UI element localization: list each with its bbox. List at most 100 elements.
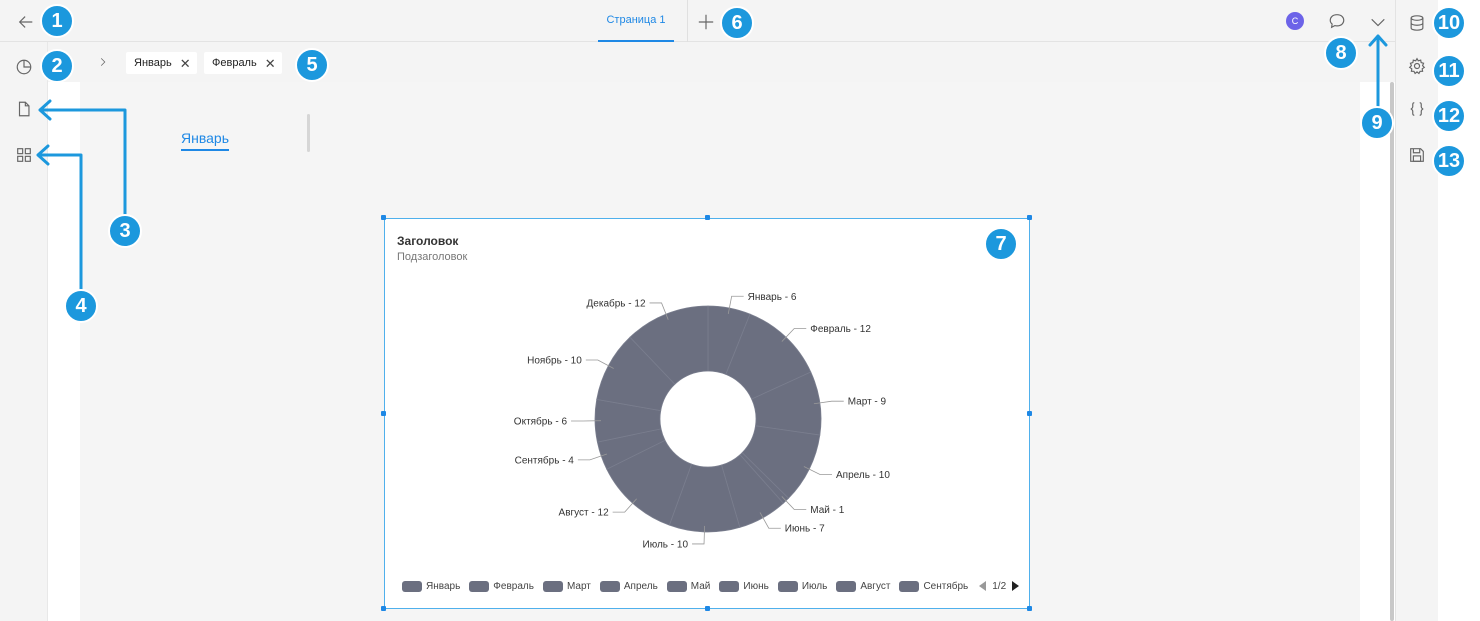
legend-item-0[interactable]: Январь bbox=[402, 580, 461, 592]
pie-data-label-1: Февраль - 12 bbox=[810, 324, 871, 335]
filter-chip-label: Февраль bbox=[212, 57, 257, 69]
pie-chart-icon[interactable] bbox=[12, 55, 36, 79]
widget-subtitle: Подзаголовок bbox=[397, 251, 468, 263]
right-sidebar bbox=[1395, 0, 1438, 621]
resize-handle-top-left[interactable] bbox=[381, 215, 386, 220]
legend-label: Июнь bbox=[743, 580, 769, 592]
annotation-badge-6: 6 bbox=[720, 6, 754, 40]
annotation-badge-2: 2 bbox=[40, 49, 74, 83]
annotation-badge-12: 12 bbox=[1432, 99, 1466, 133]
pie-leader-line-3 bbox=[803, 466, 832, 475]
pie-leader-line-10 bbox=[585, 359, 614, 369]
legend-next-icon[interactable] bbox=[1012, 581, 1020, 591]
legend-item-3[interactable]: Апрель bbox=[599, 580, 658, 592]
legend-swatch bbox=[836, 580, 857, 592]
legend-label: Июль bbox=[801, 580, 828, 592]
chart-legend: Январь Февраль Март Апрель Май Июнь Июль Август… bbox=[402, 578, 1020, 594]
annotation-badge-11: 11 bbox=[1432, 54, 1466, 88]
resize-handle-bottom-right[interactable] bbox=[1027, 606, 1032, 611]
resize-handle-right[interactable] bbox=[1027, 411, 1032, 416]
pie-data-label-3: Апрель - 10 bbox=[836, 470, 890, 481]
legend-label: Сентябрь bbox=[923, 580, 969, 592]
legend-swatch bbox=[542, 580, 563, 592]
canvas-scrollbar[interactable] bbox=[1390, 82, 1394, 621]
resize-handle-top-right[interactable] bbox=[1027, 215, 1032, 220]
pie-leader-line-5 bbox=[759, 512, 781, 529]
grid-icon[interactable] bbox=[12, 143, 36, 167]
annotation-badge-13: 13 bbox=[1432, 144, 1466, 178]
pie-leader-line-1 bbox=[781, 328, 807, 342]
pie-data-label-5: Июнь - 7 bbox=[785, 524, 825, 535]
annotation-badge-10: 10 bbox=[1432, 6, 1466, 40]
legend-label: Апрель bbox=[623, 580, 658, 592]
legend-swatch bbox=[402, 580, 422, 592]
code-braces-icon[interactable] bbox=[1405, 97, 1429, 121]
annotation-badge-8: 8 bbox=[1324, 36, 1358, 70]
widget-title: Заголовок bbox=[397, 234, 459, 248]
legend-label: Май bbox=[690, 580, 711, 592]
pie-leader-line-6 bbox=[692, 525, 706, 545]
pie-leader-line-8 bbox=[577, 453, 608, 461]
floppy-disk-icon[interactable] bbox=[1405, 143, 1429, 167]
legend-item-7[interactable]: Август bbox=[836, 580, 891, 592]
legend-pager: 1/2 bbox=[979, 580, 1020, 592]
chevron-down-icon[interactable] bbox=[1366, 10, 1390, 34]
legend-swatch bbox=[666, 580, 687, 592]
filter-chip-february[interactable]: Февраль ✕ bbox=[204, 52, 282, 74]
legend-swatch bbox=[899, 580, 920, 592]
chart-widget[interactable]: Заголовок Подзаголовок bbox=[384, 218, 1030, 609]
annotation-badge-4: 4 bbox=[64, 289, 98, 323]
pie-data-label-4: Май - 1 bbox=[810, 505, 844, 516]
pie-leader-line-2 bbox=[813, 400, 844, 405]
pie-data-label-7: Август - 12 bbox=[559, 508, 610, 519]
pie-data-label-9: Октябрь - 6 bbox=[514, 415, 568, 427]
legend-item-6[interactable]: Июль bbox=[777, 580, 828, 592]
close-icon[interactable]: ✕ bbox=[179, 55, 191, 71]
legend-swatch bbox=[469, 580, 490, 592]
database-icon[interactable] bbox=[1405, 11, 1429, 35]
legend-page-indicator: 1/2 bbox=[992, 580, 1007, 592]
resize-handle-left[interactable] bbox=[381, 411, 386, 416]
plus-icon[interactable] bbox=[694, 10, 718, 34]
annotation-badge-7: 7 bbox=[984, 227, 1018, 261]
legend-item-4[interactable]: Май bbox=[666, 580, 711, 592]
legend-swatch bbox=[719, 580, 740, 592]
legend-item-8[interactable]: Сентябрь bbox=[899, 580, 969, 592]
legend-label: Февраль bbox=[493, 580, 534, 592]
tab-divider bbox=[687, 0, 688, 42]
pie-slice-11[interactable] bbox=[629, 305, 709, 385]
chevron-right-icon[interactable] bbox=[91, 50, 115, 74]
pie-data-label-11: Декабрь - 12 bbox=[587, 297, 646, 309]
page-tab-january[interactable]: Январь bbox=[181, 130, 229, 151]
pie-leader-line-11 bbox=[649, 302, 669, 320]
filter-chip-january[interactable]: Январь ✕ bbox=[126, 52, 197, 74]
gear-icon[interactable] bbox=[1405, 54, 1429, 78]
legend-item-1[interactable]: Февраль bbox=[469, 580, 534, 592]
resize-handle-top[interactable] bbox=[705, 215, 710, 220]
legend-label: Март bbox=[566, 580, 591, 592]
annotation-badge-5: 5 bbox=[295, 48, 329, 82]
pie-data-label-2: Март - 9 bbox=[848, 397, 887, 408]
page-list-scrollbar[interactable] bbox=[307, 114, 310, 152]
resize-handle-bottom[interactable] bbox=[705, 606, 710, 611]
arrow-left-icon[interactable] bbox=[14, 10, 38, 34]
filter-chip-label: Январь bbox=[134, 57, 172, 69]
annotation-badge-3: 3 bbox=[108, 214, 142, 248]
tab-page-1[interactable]: Страница 1 bbox=[598, 0, 674, 42]
pie-data-label-0: Январь - 6 bbox=[748, 292, 797, 303]
pie-data-label-10: Ноябрь - 10 bbox=[527, 354, 582, 366]
legend-prev-icon[interactable] bbox=[979, 581, 987, 591]
pie-leader-line-7 bbox=[612, 498, 637, 513]
avatar[interactable]: C bbox=[1286, 12, 1304, 30]
pie-leader-line-4 bbox=[781, 496, 807, 510]
close-icon[interactable]: ✕ bbox=[264, 55, 276, 71]
comment-icon[interactable] bbox=[1325, 9, 1349, 33]
legend-item-2[interactable]: Март bbox=[542, 580, 591, 592]
legend-label: Январь bbox=[426, 580, 461, 592]
legend-swatch bbox=[599, 580, 620, 592]
document-icon[interactable] bbox=[12, 97, 36, 121]
annotation-badge-1: 1 bbox=[40, 4, 74, 38]
legend-label: Август bbox=[860, 580, 891, 592]
legend-item-5[interactable]: Июнь bbox=[719, 580, 769, 592]
resize-handle-bottom-left[interactable] bbox=[381, 606, 386, 611]
